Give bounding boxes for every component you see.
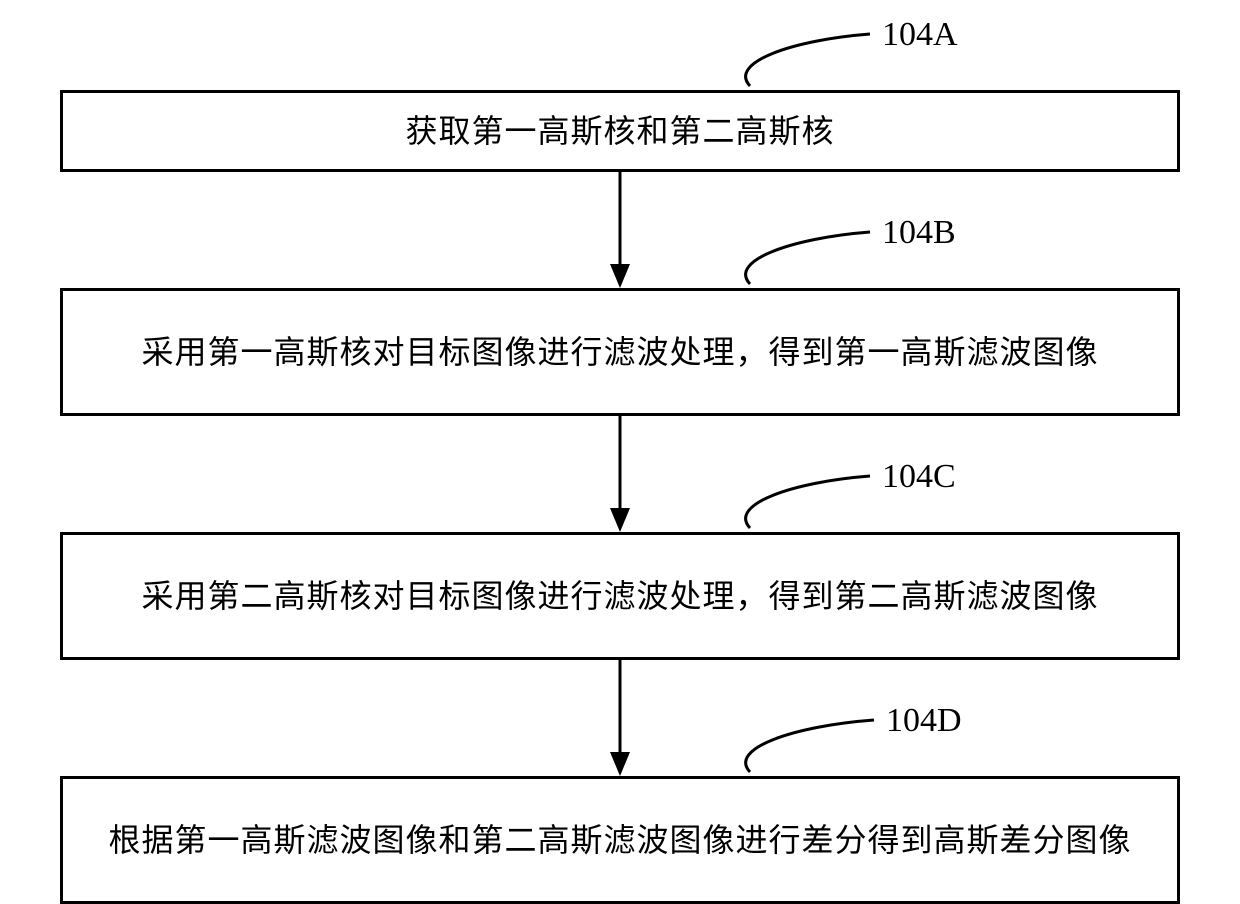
flow-node-text-B: 采用第一高斯核对目标图像进行滤波处理，得到第一高斯滤波图像 — [141, 329, 1098, 375]
flow-node-label-D: 104D — [886, 702, 962, 740]
flow-node-C: 采用第二高斯核对目标图像进行滤波处理，得到第二高斯滤波图像 — [60, 532, 1180, 660]
flow-node-A: 获取第一高斯核和第二高斯核 — [60, 90, 1180, 172]
leader-curve-C — [746, 476, 870, 528]
flow-node-label-C: 104C — [882, 458, 956, 496]
flow-node-label-B: 104B — [882, 214, 956, 252]
flow-node-B: 采用第一高斯核对目标图像进行滤波处理，得到第一高斯滤波图像 — [60, 288, 1180, 416]
flow-arrowhead-A-B — [610, 264, 630, 288]
leader-curve-B — [746, 232, 870, 284]
flow-node-D: 根据第一高斯滤波图像和第二高斯滤波图像进行差分得到高斯差分图像 — [60, 776, 1180, 904]
flow-node-text-C: 采用第二高斯核对目标图像进行滤波处理，得到第二高斯滤波图像 — [141, 573, 1098, 619]
leader-curve-A — [746, 34, 870, 86]
flow-arrowhead-C-D — [610, 752, 630, 776]
flow-node-text-A: 获取第一高斯核和第二高斯核 — [405, 108, 834, 154]
flow-node-text-D: 根据第一高斯滤波图像和第二高斯滤波图像进行差分得到高斯差分图像 — [108, 817, 1131, 863]
leader-curve-D — [746, 720, 874, 772]
flow-arrowhead-B-C — [610, 508, 630, 532]
flow-node-label-A: 104A — [882, 16, 958, 54]
